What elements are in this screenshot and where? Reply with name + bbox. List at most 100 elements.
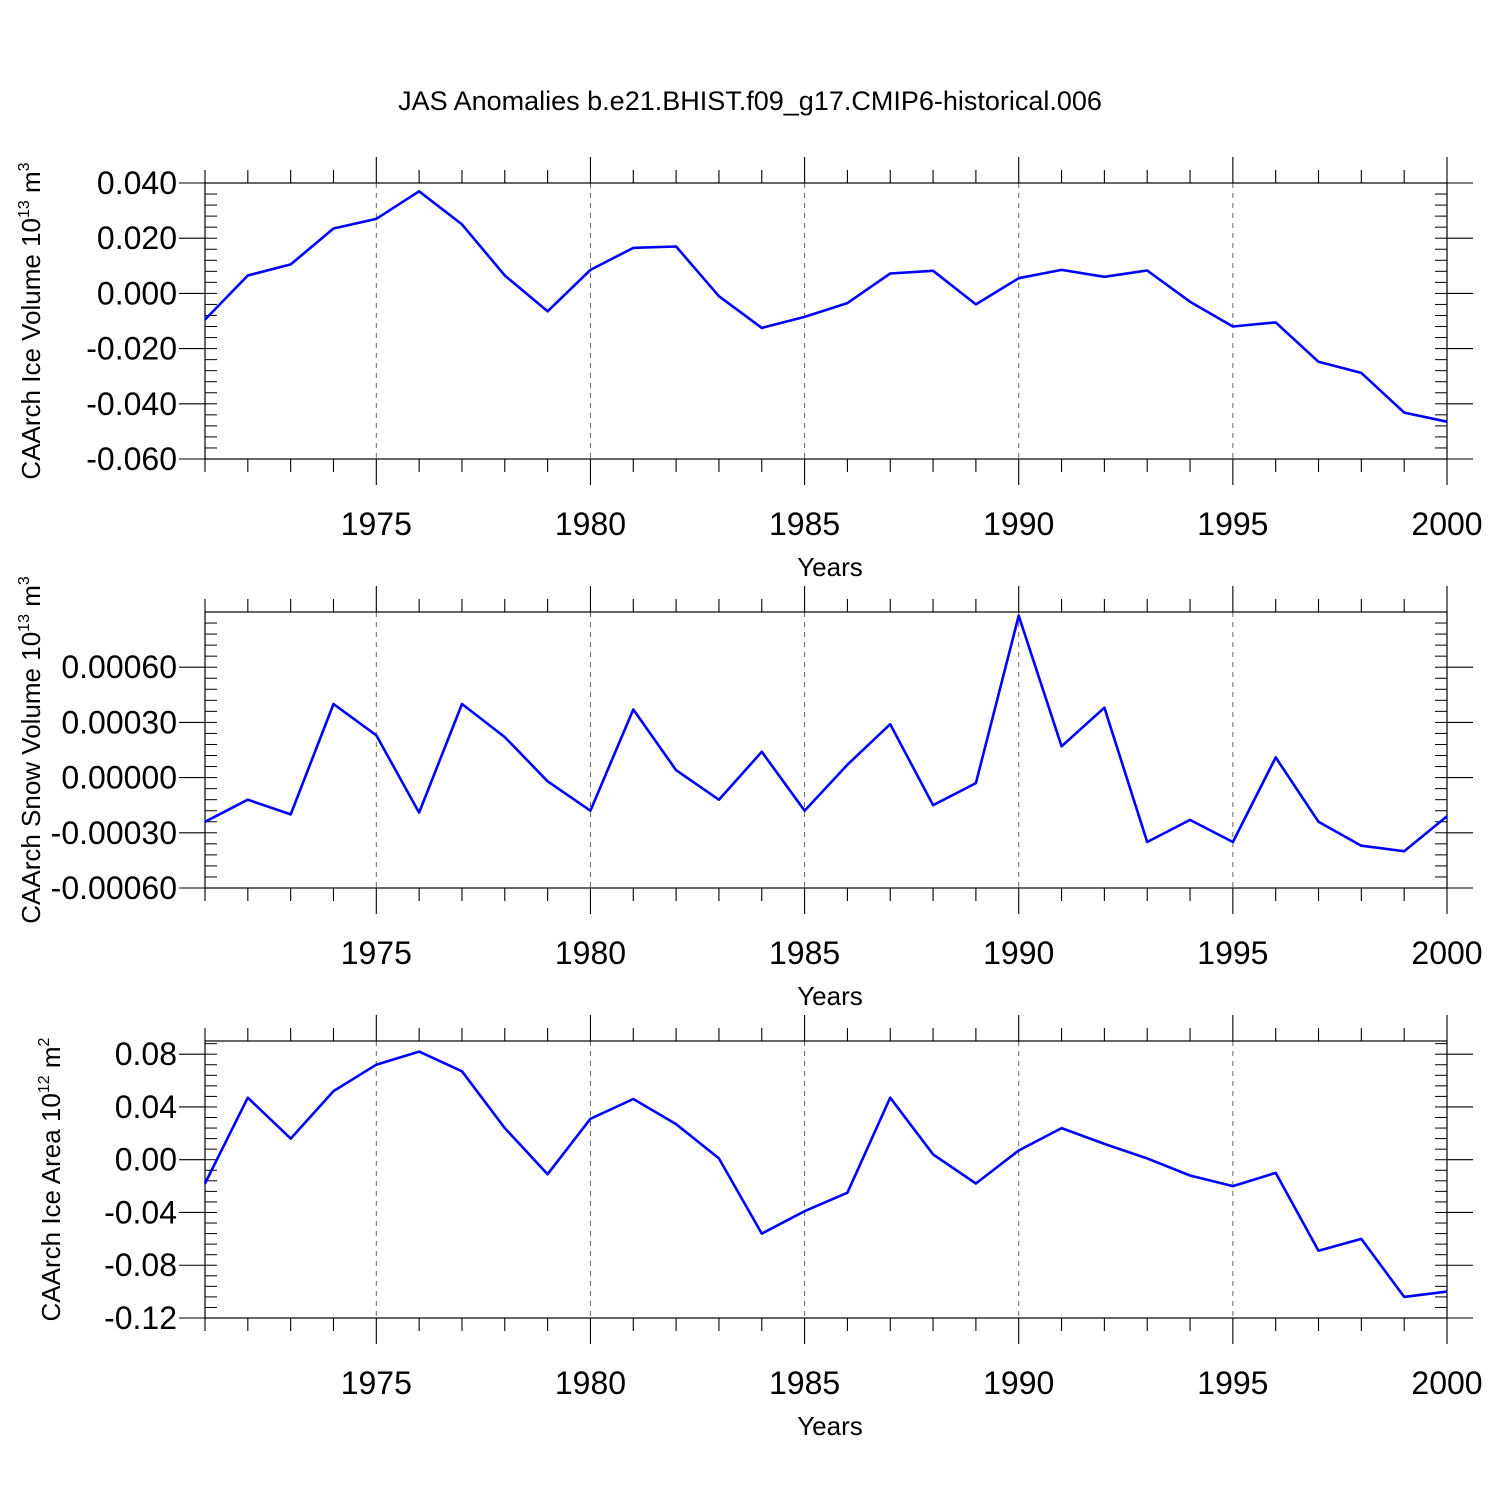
data-point	[545, 308, 551, 314]
panel-snow-volume: -0.00060 -0.00030 0.00000 0.00030 0.00060 197…	[16, 576, 1483, 1011]
data-point	[502, 1125, 508, 1131]
x-tick-label: 1985	[769, 935, 840, 971]
data-point	[1101, 274, 1107, 280]
data-point	[973, 780, 979, 786]
data-point	[202, 317, 208, 323]
x-tick-label: 2000	[1411, 506, 1482, 542]
y-axis-label: CAArch Ice Area 1012 m2	[36, 1037, 66, 1321]
y-tick-label: -0.020	[86, 331, 177, 367]
x-tick-label: 2000	[1411, 935, 1482, 971]
data-point	[1101, 1141, 1107, 1147]
y-tick-label: -0.08	[104, 1247, 177, 1283]
x-axis-label: Years	[797, 981, 863, 1011]
data-point	[288, 811, 294, 817]
data-point	[416, 1049, 422, 1055]
y-tick-label: 0.08	[115, 1036, 177, 1072]
data-point	[1273, 1170, 1279, 1176]
data-point	[1230, 839, 1236, 845]
data-point	[416, 810, 422, 816]
x-tick-label: 1990	[983, 506, 1054, 542]
data-point	[630, 1096, 636, 1102]
data-point	[459, 701, 465, 707]
data-point	[245, 272, 251, 278]
series-line-ice-volume	[204, 190, 1448, 423]
data-point	[673, 767, 679, 773]
data-point	[587, 267, 593, 273]
data-point	[716, 1155, 722, 1161]
x-tick-label: 1975	[341, 935, 412, 971]
data-point	[887, 271, 893, 277]
data-point	[373, 732, 379, 738]
plot-frame	[204, 611, 1448, 889]
x-tick-label: 1980	[555, 1365, 626, 1401]
data-point	[716, 797, 722, 803]
data-point	[502, 734, 508, 740]
chart-title: JAS Anomalies b.e21.BHIST.f09_g17.CMIP6-…	[398, 86, 1102, 116]
x-tick-label: 1995	[1197, 935, 1268, 971]
data-point	[1358, 370, 1364, 376]
data-point	[587, 1116, 593, 1122]
x-tick-label: 1975	[341, 506, 412, 542]
data-point	[202, 1180, 208, 1186]
data-point	[1144, 267, 1150, 273]
data-point	[844, 762, 850, 768]
y-tick-label: 0.00060	[61, 649, 177, 685]
x-tick-label: 1985	[769, 506, 840, 542]
x-tick-label: 2000	[1411, 1365, 1482, 1401]
y-tick-label: -0.04	[104, 1194, 177, 1230]
data-point	[416, 188, 422, 194]
y-tick-label: -0.00060	[51, 870, 177, 906]
y-tick-label: 0.00000	[61, 760, 177, 796]
data-point	[630, 245, 636, 251]
data-point	[1059, 267, 1065, 273]
data-point	[1401, 410, 1407, 416]
data-point	[1273, 754, 1279, 760]
data-point	[1059, 743, 1065, 749]
data-point	[373, 216, 379, 222]
y-tick-label: 0.040	[97, 165, 177, 201]
data-point	[1316, 819, 1322, 825]
data-point	[1187, 299, 1193, 305]
data-point	[1230, 1183, 1236, 1189]
data-point	[1016, 613, 1022, 619]
data-point	[545, 1171, 551, 1177]
x-tick-label: 1980	[555, 506, 626, 542]
data-point	[844, 1190, 850, 1196]
x-tick-label: 1995	[1197, 1365, 1268, 1401]
data-point	[673, 243, 679, 249]
data-point	[502, 272, 508, 278]
y-tick-label: 0.00030	[61, 704, 177, 740]
data-point	[673, 1121, 679, 1127]
data-point	[759, 1231, 765, 1237]
x-axis-label: Years	[797, 552, 863, 582]
x-tick-label: 1985	[769, 1365, 840, 1401]
data-point	[288, 1136, 294, 1142]
y-tick-label: -0.060	[86, 441, 177, 477]
data-point	[930, 268, 936, 274]
x-tick-label: 1975	[341, 1365, 412, 1401]
data-point	[973, 301, 979, 307]
data-point	[587, 808, 593, 814]
data-point	[759, 325, 765, 331]
data-point	[1230, 324, 1236, 330]
data-point	[330, 1088, 336, 1094]
plot-frame	[204, 1040, 1448, 1319]
y-tick-label: 0.000	[97, 275, 177, 311]
data-point	[887, 721, 893, 727]
panels: -0.060 -0.040 -0.020 0.000 0.020 0.040 1975 198…	[16, 157, 1483, 1441]
data-point	[202, 819, 208, 825]
x-tick-label: 1990	[983, 1365, 1054, 1401]
y-tick-label: -0.040	[86, 386, 177, 422]
data-point	[802, 1208, 808, 1214]
data-point	[1101, 705, 1107, 711]
data-point	[1358, 1236, 1364, 1242]
panel-ice-area: -0.12 -0.08 -0.04 0.00 0.04 0.08 1975 1980 1985 1…	[36, 1015, 1483, 1441]
y-tick-label: 0.00	[115, 1142, 177, 1178]
data-point	[1273, 319, 1279, 325]
y-axis-label: CAArch Snow Volume 1013 m3	[16, 576, 46, 924]
data-point	[1187, 1173, 1193, 1179]
data-point	[887, 1095, 893, 1101]
y-axis-label: CAArch Ice Volume 1013 m3	[16, 162, 46, 479]
